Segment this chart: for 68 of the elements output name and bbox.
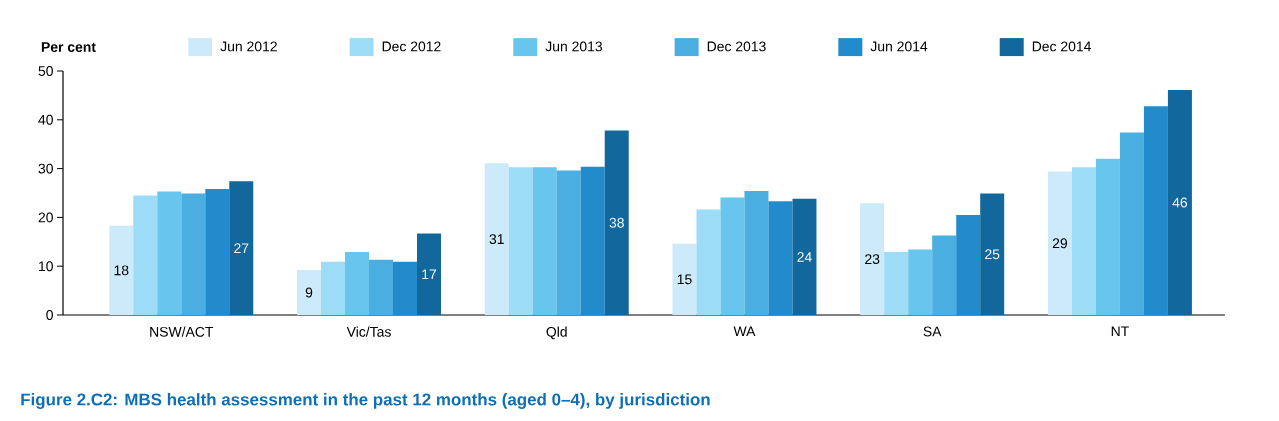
bar [532,167,557,315]
x-tick-label: NT [1111,326,1129,337]
bar [744,191,769,315]
data-label: 27 [234,243,249,254]
bar [1071,167,1096,315]
bar [580,166,605,315]
bar [932,235,957,315]
bar [109,225,134,315]
bar [484,163,509,315]
legend-label: Jun 2013 [545,41,603,52]
data-label: 25 [985,249,1000,260]
y-tick-label: 30 [38,163,53,174]
legend-label: Dec 2014 [1032,41,1091,52]
bar [604,130,629,315]
bar [1119,132,1144,315]
x-tick-label: NSW/ACT [150,326,214,337]
data-label: 38 [609,217,624,228]
bar [1095,158,1120,315]
data-label: 29 [1052,238,1068,249]
text: Figure 2.C2: MBS health assessment in the past 12 months (aged 0–4), by jurisdiction [21,393,710,409]
data-label: 15 [677,274,692,285]
bar [157,191,182,315]
legend-label: Jun 2012 [220,41,277,52]
data-label: 46 [1172,197,1188,208]
bar [297,270,321,315]
bar [696,209,721,315]
data-label: 17 [422,269,437,280]
y-tick-label: 10 [39,261,53,272]
y-tick-label: 20 [38,212,53,223]
bar [1167,90,1192,315]
legend-label: Jun 2014 [870,41,928,52]
x-tick-label: Vic/Tas [346,326,391,337]
bar [369,259,394,315]
bar [181,193,206,315]
bar [1047,171,1072,315]
bar [884,252,909,315]
bar [321,261,346,315]
legend-label: Dec 2012 [382,41,441,52]
data-label: 23 [865,254,880,265]
x-tick-label: Qld [546,326,567,340]
y-axis-title: Per cent [41,42,96,52]
y-tick-label: 50 [38,66,53,76]
bar [417,233,442,315]
bar [1143,106,1168,315]
data-label: 31 [489,234,504,245]
data-label: 9 [305,287,313,298]
x-tick-label: WA [733,326,756,337]
bar [768,201,793,315]
bar [205,189,230,315]
bar [345,252,370,315]
bar [792,198,817,315]
data-label: 24 [797,252,812,262]
bar [229,181,254,315]
bar [980,193,1005,315]
bar [556,170,581,315]
legend-label: Dec 2013 [707,41,766,52]
y-tick-label: 0 [46,310,53,320]
bar [133,195,158,315]
data-label: 18 [114,265,129,276]
bar [956,214,981,315]
y-tick-label: 40 [38,114,53,125]
bar [720,197,745,315]
bar [908,249,933,315]
bar [860,203,885,315]
bar [508,167,533,315]
x-tick-label: SA [923,326,942,337]
bar [393,261,418,315]
bar [672,243,697,315]
